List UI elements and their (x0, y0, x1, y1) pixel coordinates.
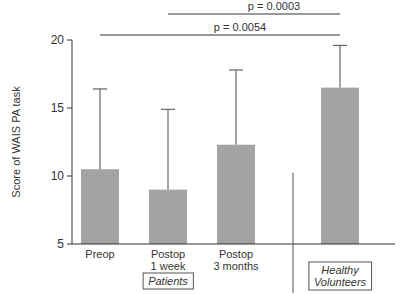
annotation: p = 0.0054 (214, 21, 266, 33)
group-box (143, 273, 193, 289)
y-tick-label: 20 (51, 33, 65, 47)
y-tick-label: 15 (51, 101, 65, 115)
bars (81, 45, 359, 244)
error-cap (333, 45, 347, 46)
y-tick (67, 108, 72, 109)
error-stem (235, 70, 236, 145)
y-tick-label: 5 (57, 237, 64, 251)
annotation: p = 0.0003 (248, 0, 300, 12)
error-stem (339, 45, 340, 87)
group-box (309, 262, 372, 290)
bar (321, 88, 359, 244)
error-bar (333, 45, 347, 87)
error-bar (93, 89, 107, 169)
y-axis-label: Score of WAIS PA task (10, 86, 22, 198)
group-separator (293, 173, 294, 293)
error-cap (161, 109, 175, 110)
y-tick (67, 244, 72, 245)
bar (217, 145, 255, 244)
text-line: 3 months (213, 260, 259, 272)
error-cap (229, 69, 243, 70)
text-line: 1 week (151, 260, 186, 272)
y-tick (67, 40, 72, 41)
error-bar (161, 109, 175, 189)
x-tick-label: Postop1 week (151, 248, 186, 272)
error-stem (167, 109, 168, 189)
error-stem (99, 89, 100, 169)
y-tick (67, 176, 72, 177)
x-tick-label: Postop3 months (213, 248, 259, 272)
group-label: Patients (148, 275, 188, 287)
x-tick-label: Preop (85, 248, 114, 260)
group-label: HealthyVolunteers (314, 264, 367, 288)
y-tick-label: 10 (51, 169, 65, 183)
text-line: Preop (85, 248, 114, 260)
text-line: Volunteers (314, 276, 367, 288)
text-line: Patients (148, 275, 188, 287)
significance-line (168, 14, 340, 15)
y-axis (72, 40, 73, 244)
text-line: Healthy (321, 264, 360, 276)
x-axis (72, 244, 395, 245)
error-bar (229, 70, 243, 145)
bar (149, 190, 187, 244)
text-line: Postop (219, 248, 253, 260)
significance-line (100, 35, 340, 36)
error-cap (93, 88, 107, 89)
text-line: Postop (151, 248, 185, 260)
bar (81, 169, 119, 244)
